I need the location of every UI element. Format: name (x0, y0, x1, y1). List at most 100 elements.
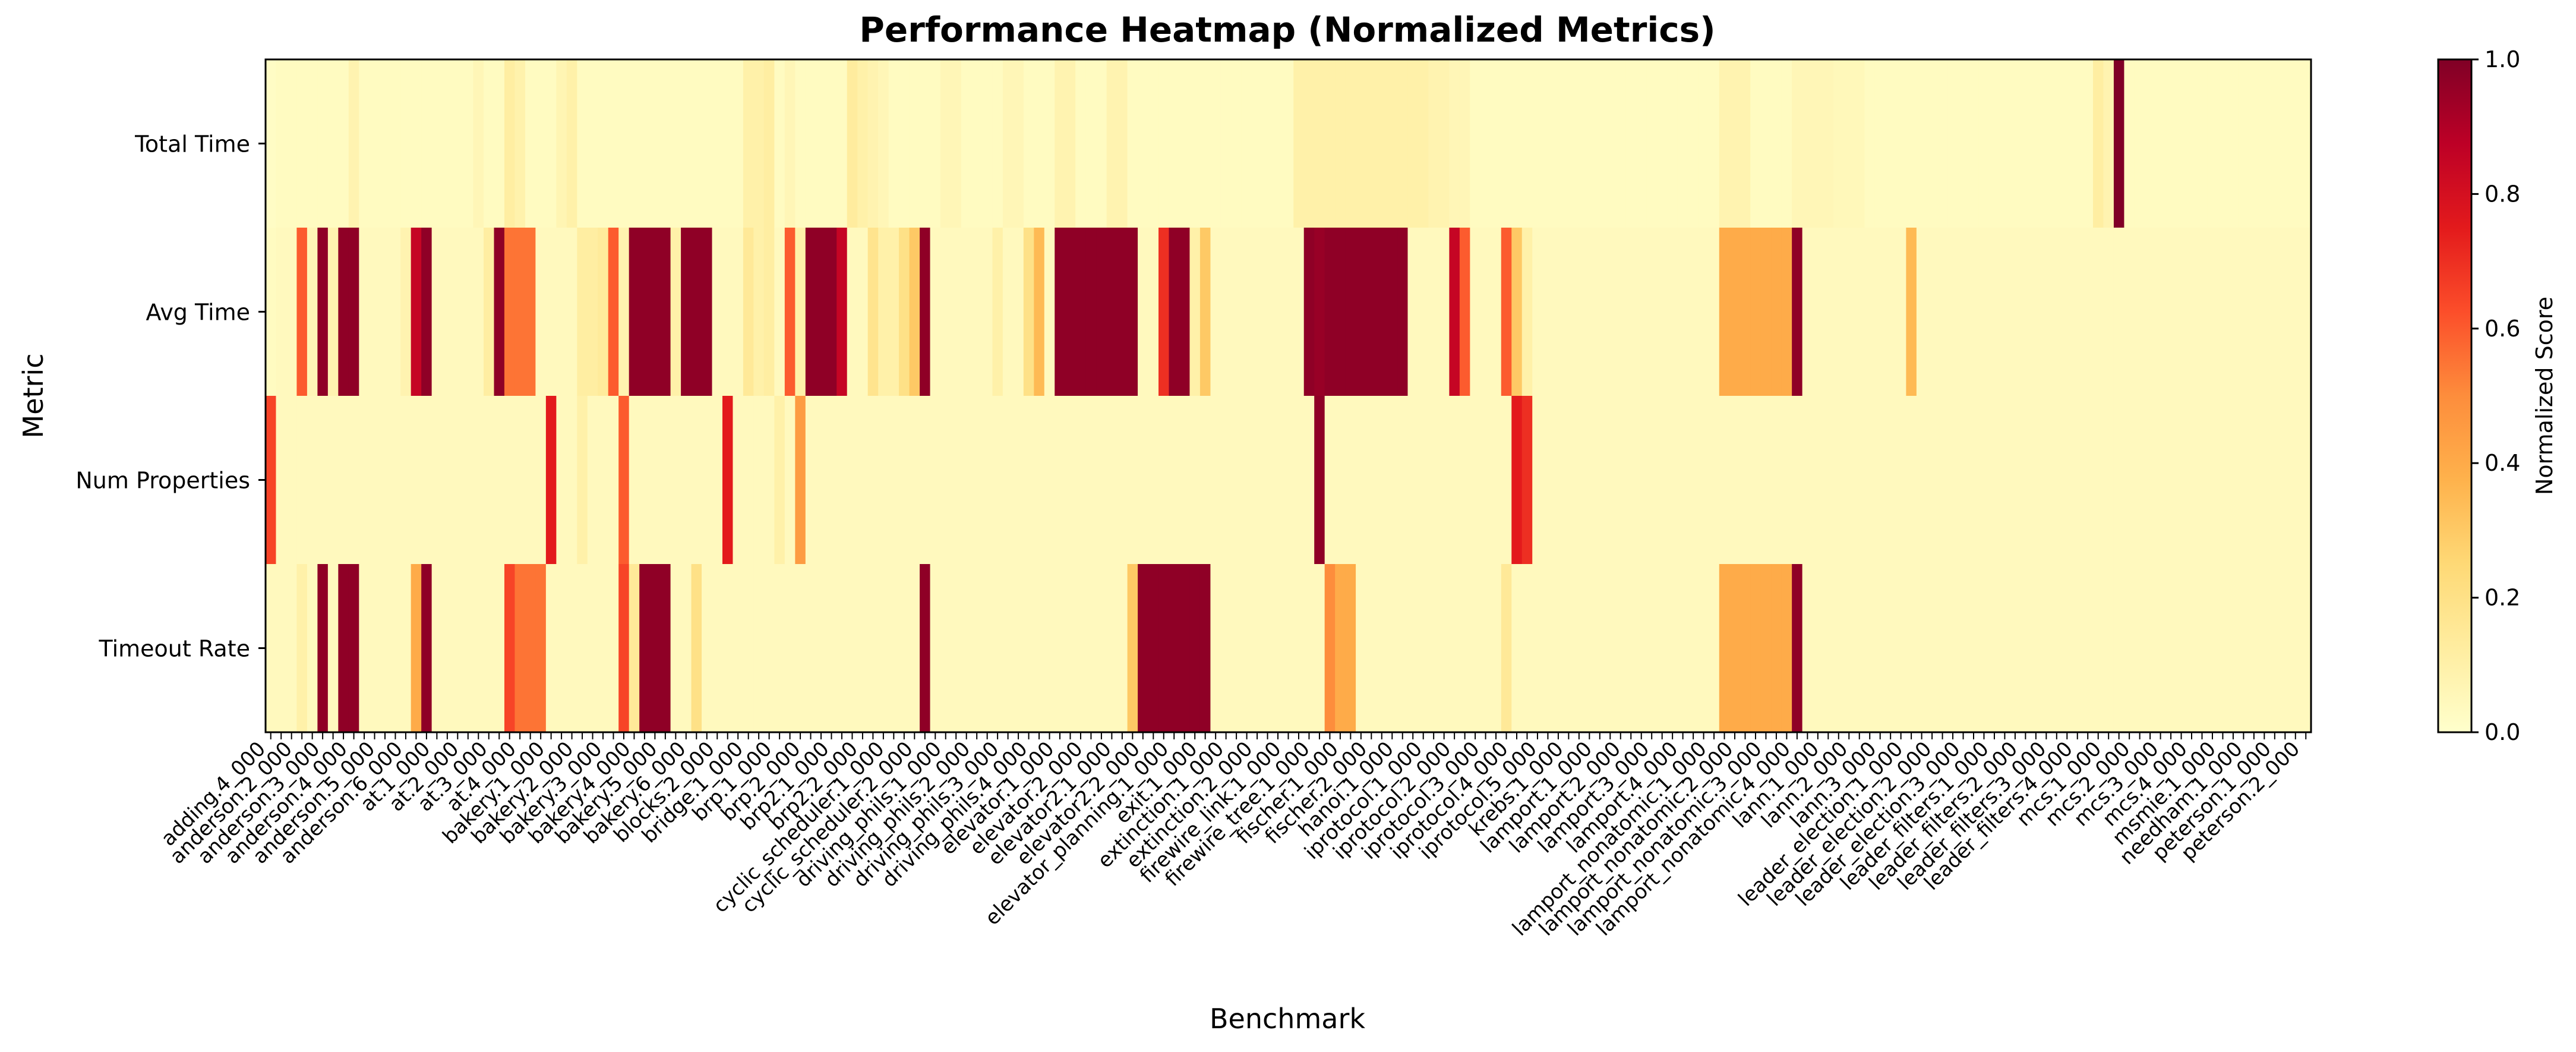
heatmap-cell (1563, 564, 1574, 733)
heatmap-cell (411, 228, 422, 396)
heatmap-cell (784, 396, 795, 565)
heatmap-cell (1792, 564, 1803, 733)
heatmap-cell (2145, 564, 2156, 733)
heatmap-cell (566, 564, 577, 733)
heatmap-cell (2290, 396, 2302, 565)
heatmap-cell (327, 59, 339, 228)
heatmap-cell (1044, 59, 1055, 228)
heatmap-cell (514, 396, 526, 565)
heatmap-cell (2020, 396, 2031, 565)
heatmap-cell (1106, 564, 1117, 733)
heatmap-cell (2124, 564, 2135, 733)
heatmap-cell (608, 564, 619, 733)
heatmap-cell (2010, 228, 2021, 396)
heatmap-cell (442, 228, 453, 396)
heatmap-cell (1085, 564, 1097, 733)
heatmap-cell (992, 396, 1003, 565)
heatmap-cell (390, 564, 401, 733)
heatmap-cell (276, 396, 287, 565)
heatmap-cell (1418, 59, 1429, 228)
heatmap-cell (1719, 396, 1730, 565)
heatmap-cell (1158, 564, 1170, 733)
heatmap-cell (836, 59, 848, 228)
heatmap-cell (951, 564, 962, 733)
heatmap-cell (1241, 564, 1252, 733)
heatmap-cell (1335, 564, 1346, 733)
heatmap-cell (327, 564, 339, 733)
heatmap-cell (1324, 59, 1336, 228)
heatmap-cell (930, 396, 941, 565)
heatmap-cell (1958, 59, 1969, 228)
heatmap-cell (1470, 564, 1481, 733)
heatmap-cell (1273, 564, 1284, 733)
heatmap-cell (1636, 396, 1647, 565)
heatmap-cell (1002, 396, 1014, 565)
heatmap-cell (909, 59, 920, 228)
heatmap-cell (566, 396, 577, 565)
heatmap-cell (556, 396, 567, 565)
heatmap-cell (867, 396, 879, 565)
heatmap-cell (722, 59, 734, 228)
heatmap-cell (857, 228, 869, 396)
heatmap-cell (390, 396, 401, 565)
heatmap-cell (1491, 396, 1502, 565)
heatmap-cell (2238, 564, 2249, 733)
heatmap-cell (1480, 228, 1491, 396)
heatmap-cell (1813, 59, 1824, 228)
heatmap-cell (1719, 228, 1730, 396)
heatmap-cell (1605, 564, 1616, 733)
heatmap-cell (463, 228, 474, 396)
heatmap-cell (784, 228, 795, 396)
heatmap-cell (1823, 396, 1834, 565)
heatmap-cell (545, 228, 557, 396)
heatmap-cell (1106, 228, 1117, 396)
heatmap-cell (847, 564, 858, 733)
heatmap-cell (1895, 396, 1906, 565)
heatmap-cell (514, 564, 526, 733)
heatmap-cell (712, 228, 723, 396)
heatmap-cell (2113, 564, 2125, 733)
heatmap-cell (1854, 59, 1865, 228)
heatmap-cell (525, 228, 536, 396)
heatmap-cell (1792, 228, 1803, 396)
heatmap-cell (639, 59, 651, 228)
heatmap-cell (618, 396, 630, 565)
heatmap-cell (629, 564, 640, 733)
heatmap-cell (981, 564, 993, 733)
heatmap-cell (598, 564, 609, 733)
heatmap-cell (504, 59, 516, 228)
heatmap-cell (1656, 228, 1668, 396)
heatmap-cell (1605, 396, 1616, 565)
heatmap-cell (1968, 564, 1980, 733)
heatmap-cell (1065, 59, 1076, 228)
heatmap-cell (1595, 396, 1606, 565)
heatmap-cell (702, 564, 713, 733)
heatmap-cell (1750, 396, 1761, 565)
heatmap-cell (411, 59, 422, 228)
heatmap-cell (608, 228, 619, 396)
heatmap-cell (442, 564, 453, 733)
heatmap-cell (2155, 59, 2166, 228)
heatmap-cell (1189, 59, 1201, 228)
heatmap-cell (712, 396, 723, 565)
heatmap-cell (1584, 396, 1595, 565)
heatmap-cell (857, 59, 869, 228)
colorbar-tick-label: 0.4 (2485, 450, 2520, 476)
heatmap-cell (504, 228, 516, 396)
heatmap-cell (535, 228, 547, 396)
heatmap-cell (598, 396, 609, 565)
heatmap-cell (1117, 564, 1128, 733)
heatmap-cell (1459, 228, 1470, 396)
heatmap-cell (1833, 564, 1845, 733)
heatmap-cell (961, 564, 973, 733)
heatmap-cell (763, 564, 775, 733)
heatmap-cell (981, 396, 993, 565)
heatmap-cell (1999, 59, 2010, 228)
heatmap-cell (1989, 59, 2000, 228)
heatmap-cell (691, 59, 702, 228)
heatmap-cell (1792, 396, 1803, 565)
heatmap-cell (1366, 59, 1377, 228)
heatmap-cell (1978, 59, 1990, 228)
heatmap-cell (1833, 59, 1845, 228)
heatmap-cell (1273, 59, 1284, 228)
